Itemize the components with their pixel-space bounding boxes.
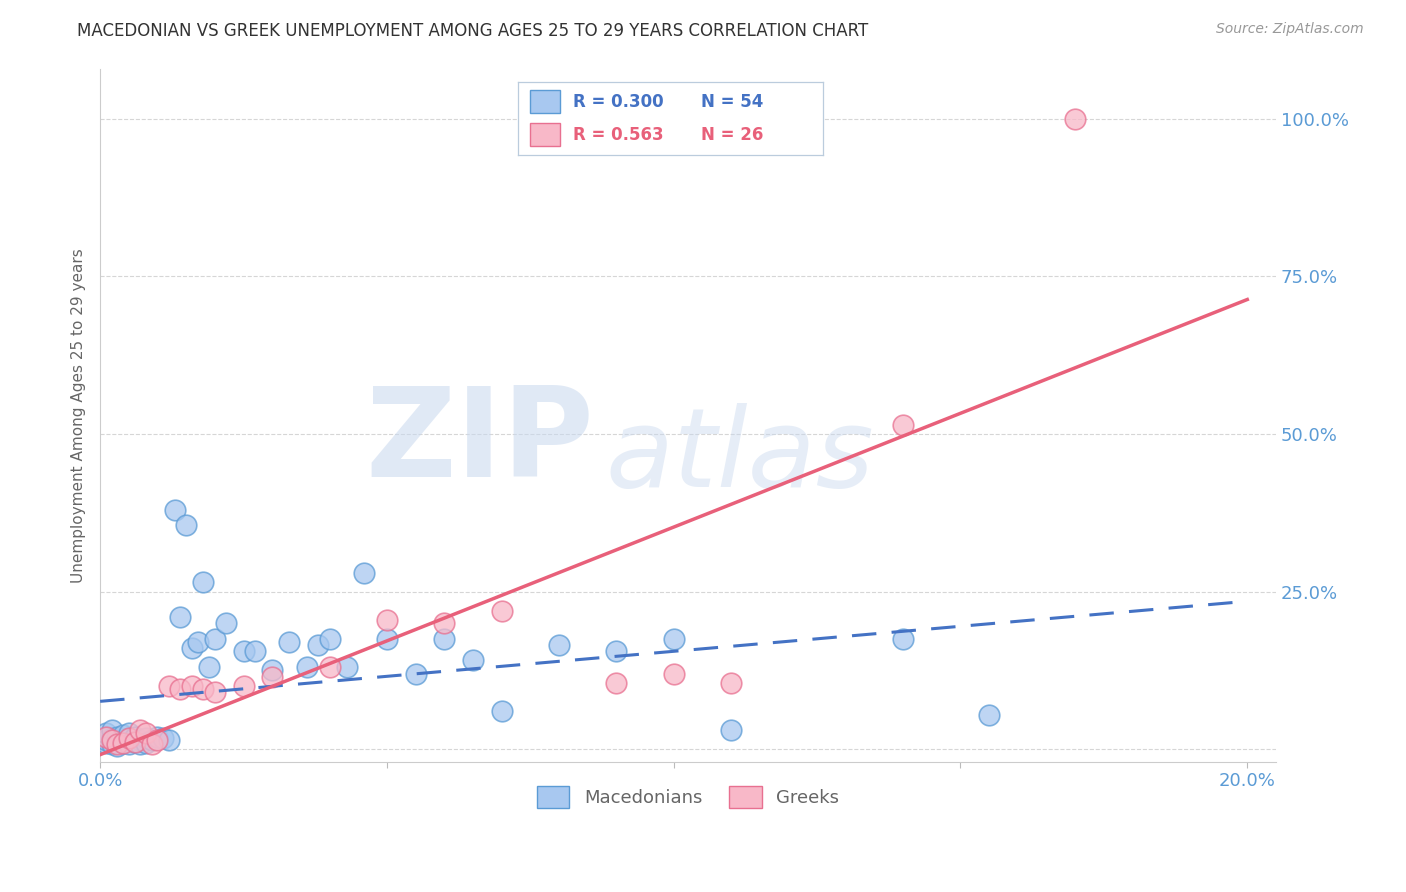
Point bbox=[157, 732, 180, 747]
Point bbox=[105, 739, 128, 753]
Point bbox=[353, 566, 375, 580]
Point bbox=[187, 635, 209, 649]
Point bbox=[891, 417, 914, 432]
Point bbox=[124, 734, 146, 748]
Point bbox=[605, 644, 627, 658]
Point bbox=[180, 641, 202, 656]
Point bbox=[112, 728, 135, 742]
Point bbox=[174, 518, 197, 533]
Point bbox=[204, 685, 226, 699]
Point bbox=[124, 734, 146, 748]
Point bbox=[891, 632, 914, 646]
Point bbox=[129, 737, 152, 751]
Text: Source: ZipAtlas.com: Source: ZipAtlas.com bbox=[1216, 22, 1364, 37]
Point bbox=[118, 726, 141, 740]
Point bbox=[105, 734, 128, 748]
Point bbox=[118, 731, 141, 745]
Point bbox=[135, 736, 157, 750]
Point bbox=[215, 616, 238, 631]
Point bbox=[124, 730, 146, 744]
Legend: Macedonians, Greeks: Macedonians, Greeks bbox=[530, 779, 846, 815]
Point bbox=[169, 682, 191, 697]
Point bbox=[141, 732, 163, 747]
Point bbox=[112, 736, 135, 750]
Point bbox=[157, 679, 180, 693]
Point bbox=[204, 632, 226, 646]
Point bbox=[262, 670, 284, 684]
Point bbox=[278, 635, 301, 649]
Point bbox=[146, 730, 169, 744]
Point bbox=[100, 737, 122, 751]
Text: ZIP: ZIP bbox=[366, 383, 593, 503]
Point bbox=[94, 736, 117, 750]
Text: MACEDONIAN VS GREEK UNEMPLOYMENT AMONG AGES 25 TO 29 YEARS CORRELATION CHART: MACEDONIAN VS GREEK UNEMPLOYMENT AMONG A… bbox=[77, 22, 869, 40]
Point bbox=[662, 666, 685, 681]
Point bbox=[232, 644, 254, 658]
Point bbox=[105, 737, 128, 751]
Point bbox=[461, 653, 484, 667]
Point bbox=[193, 575, 215, 590]
Point bbox=[112, 736, 135, 750]
Point bbox=[118, 731, 141, 745]
Point bbox=[318, 632, 340, 646]
Text: atlas: atlas bbox=[606, 403, 875, 510]
Point bbox=[662, 632, 685, 646]
Point bbox=[548, 638, 571, 652]
Point bbox=[433, 616, 456, 631]
Point bbox=[433, 632, 456, 646]
Point bbox=[375, 613, 398, 627]
Point bbox=[318, 660, 340, 674]
Point bbox=[141, 737, 163, 751]
Point bbox=[163, 502, 186, 516]
Point bbox=[169, 610, 191, 624]
Point bbox=[112, 732, 135, 747]
Point bbox=[94, 732, 117, 747]
Point bbox=[720, 676, 742, 690]
Point bbox=[94, 726, 117, 740]
Point bbox=[135, 726, 157, 740]
Point bbox=[375, 632, 398, 646]
Point bbox=[979, 707, 1001, 722]
Point bbox=[94, 730, 117, 744]
Point bbox=[720, 723, 742, 738]
Point bbox=[243, 644, 266, 658]
Point bbox=[491, 603, 513, 617]
Y-axis label: Unemployment Among Ages 25 to 29 years: Unemployment Among Ages 25 to 29 years bbox=[72, 248, 86, 582]
Point bbox=[1064, 112, 1087, 126]
Point bbox=[105, 730, 128, 744]
Point bbox=[146, 732, 169, 747]
Point bbox=[405, 666, 427, 681]
Point bbox=[135, 731, 157, 745]
Point bbox=[307, 638, 329, 652]
Point bbox=[152, 731, 174, 745]
Point bbox=[180, 679, 202, 693]
Point bbox=[100, 723, 122, 738]
Point bbox=[198, 660, 221, 674]
Point bbox=[336, 660, 359, 674]
Point bbox=[100, 731, 122, 745]
Point bbox=[193, 682, 215, 697]
Point bbox=[605, 676, 627, 690]
Point bbox=[129, 723, 152, 738]
Point bbox=[232, 679, 254, 693]
Point bbox=[129, 732, 152, 747]
Point bbox=[118, 737, 141, 751]
Point bbox=[262, 664, 284, 678]
Point bbox=[491, 704, 513, 718]
Point bbox=[295, 660, 318, 674]
Point bbox=[100, 732, 122, 747]
